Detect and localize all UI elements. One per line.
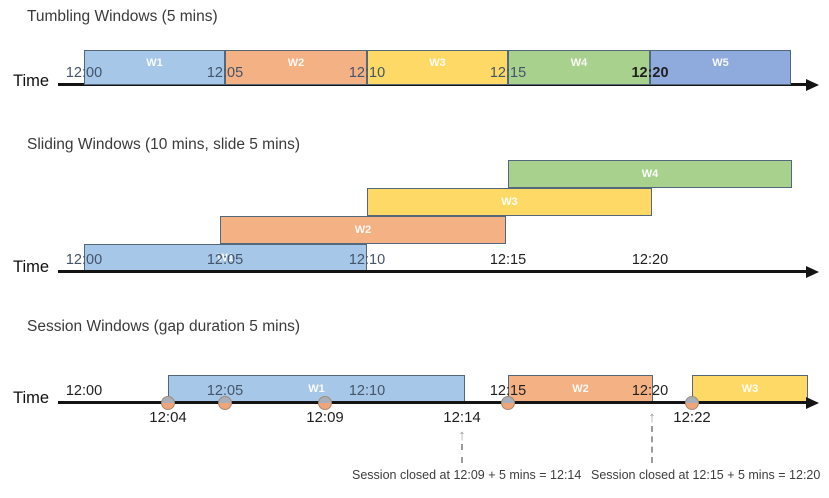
- session-tick-label: 12:15: [489, 383, 527, 399]
- tumbling-w4-window-bar: W4: [508, 50, 650, 85]
- session-closed-arrow-line-2: [651, 426, 653, 463]
- tumbling-tick-label: 12:10: [348, 65, 386, 81]
- sliding-axis-arrowhead: [806, 265, 819, 278]
- sliding-tick-label: 12:15: [489, 252, 527, 268]
- window-label: W1: [217, 252, 234, 264]
- tumbling-section-title: Tumbling Windows (5 mins): [27, 8, 218, 25]
- sliding-w4-window-bar: W4: [508, 160, 792, 188]
- sliding-w2-window-bar: W2: [220, 216, 506, 244]
- tumbling-time-axis-label: Time: [13, 72, 50, 90]
- event-dot: [501, 396, 515, 410]
- session-closed-arrowhead-1: ↑: [458, 427, 466, 444]
- tumbling-tick-label: 12:00: [65, 65, 103, 81]
- window-label: W4: [570, 57, 588, 70]
- session-closed-arrowhead-2: ↑: [648, 409, 656, 426]
- session-axis-line: [58, 401, 806, 404]
- session-closed-arrow-line-1: [461, 444, 463, 463]
- tumbling-tick-label: 12:20: [631, 65, 669, 81]
- event-time-label: 12:22: [673, 409, 711, 426]
- window-label: W2: [287, 57, 305, 70]
- tumbling-tick-label: 12:15: [489, 65, 527, 81]
- session-tick-label: 12:05: [206, 383, 244, 399]
- window-label: W3: [501, 196, 518, 208]
- window-label: W1: [146, 57, 163, 70]
- event-dot: [161, 396, 175, 410]
- session-closed-caption-1: Session closed at 12:09 + 5 mins = 12:14: [352, 468, 582, 482]
- event-dot: [318, 396, 332, 410]
- session-time-axis-label: Time: [13, 389, 50, 407]
- session-tick-label: 12:00: [65, 383, 103, 399]
- event-time-label: 12:14: [443, 409, 481, 426]
- tumbling-w2-window-bar: W2: [225, 50, 367, 85]
- sliding-tick-label: 12:10: [348, 252, 386, 268]
- session-tick-label: 12:20: [631, 383, 669, 399]
- event-dot: [218, 396, 232, 410]
- tumbling-w5-window-bar: W5: [650, 50, 791, 85]
- sliding-w3-window-bar: W3: [367, 188, 652, 216]
- window-label: W1: [308, 382, 325, 395]
- sliding-tick-label: 12:20: [631, 252, 669, 268]
- session-section-title: Session Windows (gap duration 5 mins): [27, 318, 301, 335]
- tumbling-w1-window-bar: W1: [84, 50, 225, 85]
- tumbling-tick-label: 12:05: [206, 65, 244, 81]
- window-label: W4: [641, 168, 659, 180]
- session-closed-caption-2: Session closed at 12:15 + 5 mins = 12:20: [591, 468, 821, 482]
- window-label: W3: [429, 57, 446, 70]
- tumbling-w3-window-bar: W3: [367, 50, 508, 85]
- window-label: W3: [741, 382, 759, 395]
- sliding-tick-label: 12:00: [65, 252, 103, 268]
- sliding-time-axis-label: Time: [13, 258, 50, 276]
- event-time-label: 12:04: [149, 409, 187, 426]
- session-w3-window-bar: W3: [692, 375, 808, 402]
- sliding-axis-line: [58, 270, 806, 273]
- event-time-label: 12:09: [306, 409, 344, 426]
- session-w1-window-bar: W1: [168, 375, 465, 402]
- event-dot: [685, 396, 699, 410]
- sliding-tick-label: 12:05: [206, 252, 244, 268]
- session-tick-label: 12:10: [348, 383, 386, 399]
- tumbling-axis-arrowhead: [806, 78, 819, 91]
- window-label: W5: [712, 57, 729, 70]
- window-label: W2: [572, 382, 589, 395]
- sliding-section-title: Sliding Windows (10 mins, slide 5 mins): [27, 136, 301, 153]
- window-label: W2: [354, 224, 372, 236]
- session-axis-arrowhead: [806, 396, 819, 409]
